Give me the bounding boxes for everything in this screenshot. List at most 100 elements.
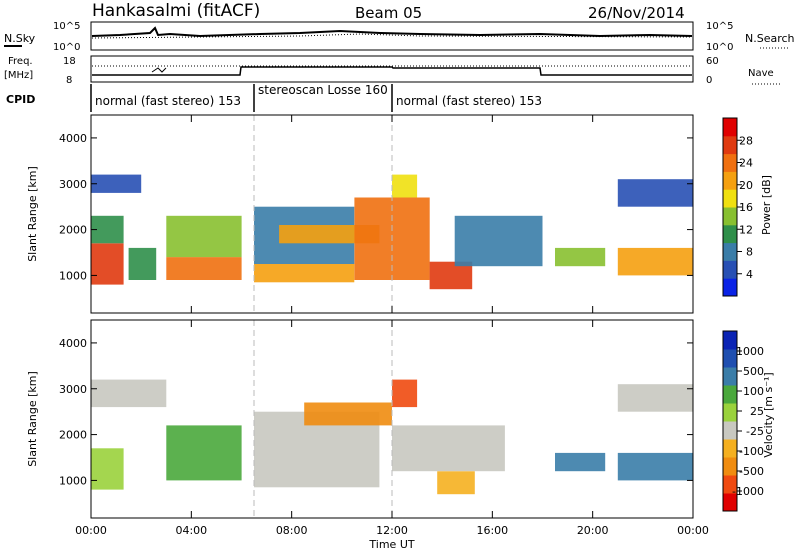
nsearch-label: N.Search bbox=[745, 32, 795, 45]
velocity-region-7 bbox=[437, 471, 475, 495]
power-region-2 bbox=[91, 174, 142, 193]
velocity-region-6 bbox=[392, 425, 505, 472]
power-colorbar-tick-label: 8 bbox=[746, 246, 753, 259]
power-colorbar-tick-label: 20 bbox=[739, 179, 753, 192]
velocity-ytick-label: 4000 bbox=[59, 337, 87, 350]
velocity-region-10 bbox=[617, 384, 694, 412]
power-colorbar-tick-label: 4 bbox=[746, 268, 753, 281]
velocity-ylabel: Slant Range [km] bbox=[26, 371, 39, 467]
velocity-panel: 1000 2000 3000 4000 Slant Range [km] bbox=[26, 319, 694, 519]
power-ytick-label: 3000 bbox=[59, 178, 87, 191]
freq-tick-bottom: 8 bbox=[66, 75, 72, 86]
power-region-13 bbox=[555, 247, 606, 267]
power-colorbar-cell bbox=[723, 118, 737, 137]
velocity-colorbar-cell bbox=[723, 493, 737, 512]
power-region-12 bbox=[454, 215, 543, 267]
velocity-colorbar-tick-label: -1000 bbox=[732, 485, 764, 498]
power-ytick-label: 4000 bbox=[59, 132, 87, 145]
velocity-region-5 bbox=[392, 379, 418, 408]
velocity-colorbar: 1000 500 100 25 -25 -100 -500 -1000 bbox=[722, 330, 764, 512]
power-ytick-label: 1000 bbox=[59, 269, 87, 282]
nsky-tick-bottom: 10^0 bbox=[53, 42, 80, 53]
velocity-colorbar-tick-label: 100 bbox=[743, 385, 764, 398]
power-colorbar-tick-label: 24 bbox=[739, 157, 753, 170]
velocity-colorbar-label: Velocity [m s⁻¹] bbox=[762, 372, 775, 457]
power-colorbar-cell bbox=[723, 207, 737, 226]
power-region-11 bbox=[429, 261, 473, 290]
velocity-colorbar-cell bbox=[723, 331, 737, 350]
velocity-colorbar-tick-label: 25 bbox=[750, 405, 764, 418]
power-colorbar-label: Power [dB] bbox=[760, 175, 773, 235]
x-tick-label: 04:00 bbox=[175, 524, 207, 537]
velocity-region-1 bbox=[91, 379, 167, 408]
power-colorbar-cell bbox=[723, 153, 737, 172]
power-region-8 bbox=[279, 225, 380, 244]
velocity-ytick-label: 3000 bbox=[59, 383, 87, 396]
velocity-region-0 bbox=[91, 448, 124, 490]
nsearch-trace bbox=[91, 33, 693, 39]
nsky-tick-top: 10^5 bbox=[53, 21, 80, 32]
power-panel: 1000 2000 3000 4000 Slant Range [km] bbox=[26, 114, 694, 314]
velocity-colorbar-frame bbox=[722, 330, 738, 512]
velocity-heatmap bbox=[91, 379, 694, 495]
velocity-colorbar-cell bbox=[723, 367, 737, 386]
station-title: Hankasalmi (fitACF) bbox=[92, 1, 260, 21]
power-colorbar-cell bbox=[723, 189, 737, 208]
velocity-region-4 bbox=[304, 402, 392, 426]
velocity-colorbar-cell bbox=[723, 403, 737, 422]
cpid-segment-2: stereoscan Losse 160 bbox=[258, 83, 388, 97]
velocity-colorbar-tick-label: 1000 bbox=[736, 345, 764, 358]
power-region-6 bbox=[254, 264, 355, 283]
x-tick-label: 12:00 bbox=[376, 524, 408, 537]
velocity-ytick-label: 1000 bbox=[59, 474, 87, 487]
nsky-panel: N.Sky 10^5 10^0 10^5 10^0 N.Search bbox=[4, 21, 795, 53]
power-colorbar-tick-label: 12 bbox=[739, 223, 753, 236]
power-region-5 bbox=[166, 215, 242, 258]
power-colorbar-cell bbox=[723, 171, 737, 190]
velocity-colorbar-cell bbox=[723, 439, 737, 458]
power-ylabel: Slant Range [km] bbox=[26, 166, 39, 262]
cpid-segment-3: normal (fast stereo) 153 bbox=[396, 94, 542, 108]
power-y-axis: 1000 2000 3000 4000 bbox=[59, 132, 693, 282]
freq-spike bbox=[151, 67, 167, 73]
nave-tick-bottom: 0 bbox=[706, 75, 712, 86]
x-tick-label: 20:00 bbox=[577, 524, 609, 537]
power-colorbar-cell bbox=[723, 224, 737, 244]
velocity-colorbar-tick-label: -100 bbox=[739, 445, 764, 458]
velocity-region-9 bbox=[617, 452, 694, 481]
power-region-4 bbox=[166, 257, 242, 280]
velocity-colorbar-cell bbox=[723, 349, 737, 368]
freq-tick-top: 18 bbox=[63, 56, 76, 67]
velocity-colorbar-cell bbox=[723, 421, 737, 440]
velocity-colorbar-cell bbox=[723, 457, 737, 476]
power-colorbar-cell bbox=[723, 260, 737, 279]
nsearch-tick-bottom: 10^0 bbox=[706, 42, 733, 53]
velocity-colorbar-tick-label: -25 bbox=[746, 425, 764, 438]
freq-trace bbox=[92, 66, 692, 76]
power-region-15 bbox=[617, 179, 694, 207]
power-ytick-label: 2000 bbox=[59, 224, 87, 237]
time-x-axis: 00:00 04:00 08:00 12:00 16:00 20:00 00:00 bbox=[75, 115, 709, 537]
nsky-trace bbox=[91, 26, 693, 38]
power-colorbar-cell bbox=[723, 242, 737, 261]
power-region-3 bbox=[128, 247, 157, 280]
velocity-region-2 bbox=[166, 425, 242, 481]
x-tick-label: 00:00 bbox=[677, 524, 709, 537]
nave-tick-top: 60 bbox=[706, 56, 719, 67]
nsearch-tick-top: 10^5 bbox=[706, 21, 733, 32]
date-title: 26/Nov/2014 bbox=[588, 4, 685, 22]
freq-panel: Freq. [MHz] 18 8 60 0 Nave bbox=[4, 55, 780, 86]
nave-label: Nave bbox=[748, 68, 774, 79]
power-heatmap bbox=[91, 174, 694, 290]
power-region-14 bbox=[617, 247, 694, 276]
x-tick-label: 16:00 bbox=[476, 524, 508, 537]
velocity-colorbar-tick-label: -500 bbox=[739, 465, 764, 478]
power-colorbar: 4 8 12 16 20 24 28 bbox=[722, 117, 753, 297]
power-colorbar-tick-label: 28 bbox=[739, 134, 753, 147]
velocity-colorbar-tick-label: 500 bbox=[743, 365, 764, 378]
velocity-region-8 bbox=[555, 452, 606, 472]
cpid-segment-1: normal (fast stereo) 153 bbox=[95, 94, 241, 108]
velocity-y-axis: 1000 2000 3000 4000 bbox=[59, 337, 693, 487]
velocity-colorbar-cell bbox=[723, 385, 737, 404]
